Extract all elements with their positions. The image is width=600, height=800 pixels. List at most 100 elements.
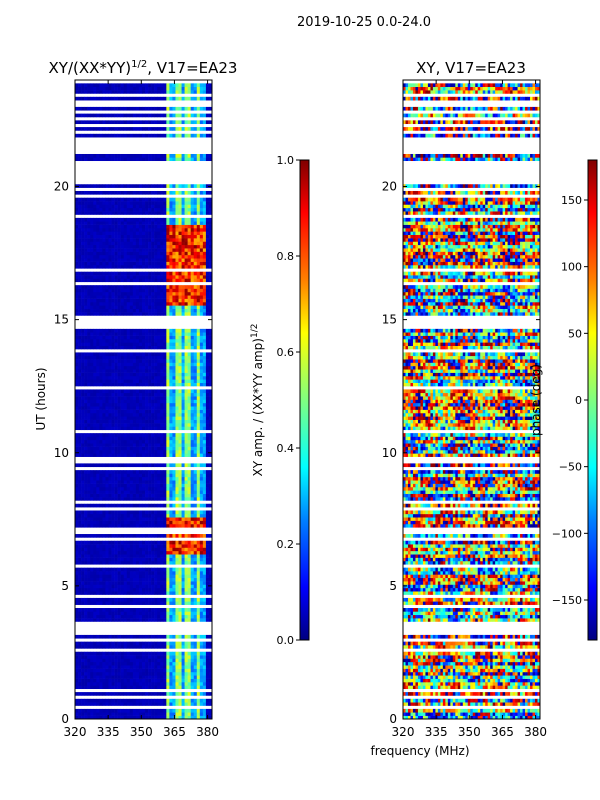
- amplitude-cell: [172, 557, 176, 562]
- amplitude-cell: [196, 497, 201, 501]
- amplitude-cell: [172, 480, 176, 484]
- amplitude-cell: [181, 392, 185, 397]
- amplitude-cell: [184, 355, 188, 360]
- amplitude-cell: [108, 362, 112, 367]
- amplitude-cell: [105, 708, 109, 713]
- amplitude-cell: [78, 359, 82, 363]
- amplitude-cell: [175, 271, 179, 276]
- amplitude-cell: [178, 446, 182, 451]
- amplitude-cell: [184, 544, 188, 548]
- amplitude-cell: [160, 608, 164, 612]
- amplitude-cell: [193, 476, 198, 481]
- amplitude-cell: [160, 453, 164, 457]
- amplitude-cell: [187, 698, 191, 703]
- amplitude-cell: [138, 614, 143, 619]
- amplitude-cell: [114, 328, 118, 333]
- amplitude-cell: [126, 275, 131, 279]
- amplitude-cell: [178, 645, 182, 649]
- amplitude-cell: [145, 651, 149, 656]
- amplitude-cell: [163, 510, 167, 515]
- amplitude-cell: [84, 271, 88, 276]
- amplitude-cell: [208, 423, 213, 427]
- amplitude-cell: [81, 618, 85, 622]
- amplitude-cell: [148, 584, 152, 589]
- amplitude-cell: [84, 406, 88, 410]
- amplitude-cell: [132, 362, 137, 367]
- amplitude-cell: [138, 392, 143, 397]
- amplitude-cell: [181, 463, 185, 468]
- amplitude-cell: [105, 608, 109, 612]
- amplitude-cell: [205, 547, 210, 552]
- amplitude-cell: [145, 601, 149, 605]
- amplitude-cell: [120, 597, 125, 602]
- amplitude-cell: [202, 275, 207, 279]
- amplitude-cell: [196, 614, 201, 619]
- amplitude-cell: [126, 480, 131, 484]
- amplitude-cell: [157, 261, 161, 266]
- amplitude-cell: [87, 473, 91, 478]
- amplitude-cell: [169, 708, 173, 713]
- amplitude-cell: [93, 591, 97, 595]
- amplitude-cell: [190, 416, 195, 420]
- amplitude-cell: [157, 567, 161, 572]
- amplitude-cell: [138, 423, 143, 427]
- amplitude-cell: [81, 285, 85, 289]
- amplitude-cell: [199, 634, 204, 639]
- amplitude-cell: [138, 493, 143, 498]
- amplitude-cell: [129, 426, 134, 431]
- amplitude-cell: [123, 476, 128, 481]
- amplitude-cell: [172, 312, 176, 316]
- amplitude-cell: [190, 305, 195, 309]
- amplitude-cell: [145, 587, 149, 592]
- amplitude-cell: [202, 362, 207, 367]
- amplitude-cell: [93, 658, 97, 663]
- amplitude-cell: [166, 433, 170, 437]
- amplitude-cell: [190, 476, 195, 481]
- amplitude-cell: [145, 618, 149, 622]
- amplitude-cell: [87, 577, 91, 582]
- amplitude-cell: [187, 412, 191, 417]
- amplitude-cell: [196, 534, 201, 538]
- amplitude-cell: [114, 547, 118, 552]
- amplitude-cell: [169, 634, 173, 639]
- amplitude-cell: [93, 254, 97, 259]
- amplitude-cell: [75, 550, 79, 555]
- amplitude-cell: [196, 665, 201, 669]
- amplitude-cell: [145, 352, 149, 357]
- amplitude-cell: [87, 335, 91, 340]
- amplitude-cell: [184, 560, 188, 565]
- amplitude-cell: [175, 312, 179, 316]
- amplitude-cell: [135, 486, 140, 491]
- amplitude-cell: [154, 372, 158, 377]
- amplitude-cell: [193, 520, 198, 525]
- amplitude-cell: [169, 332, 173, 336]
- amplitude-cell: [145, 614, 149, 619]
- amplitude-cell: [160, 248, 164, 252]
- amplitude-cell: [126, 483, 131, 488]
- amplitude-cell: [108, 382, 112, 387]
- amplitude-cell: [90, 480, 94, 484]
- amplitude-cell: [123, 634, 128, 639]
- amplitude-cell: [78, 248, 82, 252]
- amplitude-cell: [102, 712, 106, 716]
- amplitude-cell: [196, 655, 201, 659]
- amplitude-cell: [205, 338, 210, 343]
- amplitude-cell: [169, 382, 173, 387]
- amplitude-cell: [78, 264, 82, 269]
- amplitude-cell: [84, 446, 88, 451]
- amplitude-cell: [172, 359, 176, 363]
- amplitude-cell: [78, 547, 82, 552]
- amplitude-cell: [190, 651, 195, 656]
- amplitude-cell: [175, 645, 179, 649]
- amplitude-cell: [102, 409, 106, 414]
- amplitude-cell: [99, 305, 103, 309]
- amplitude-cell: [154, 312, 158, 316]
- amplitude-cell: [138, 419, 143, 424]
- amplitude-cell: [111, 560, 115, 565]
- amplitude-cell: [172, 439, 176, 444]
- amplitude-cell: [208, 406, 213, 410]
- amplitude-cell: [160, 443, 164, 447]
- amplitude-cell: [151, 665, 155, 669]
- amplitude-cell: [84, 312, 88, 316]
- amplitude-cell: [96, 298, 100, 303]
